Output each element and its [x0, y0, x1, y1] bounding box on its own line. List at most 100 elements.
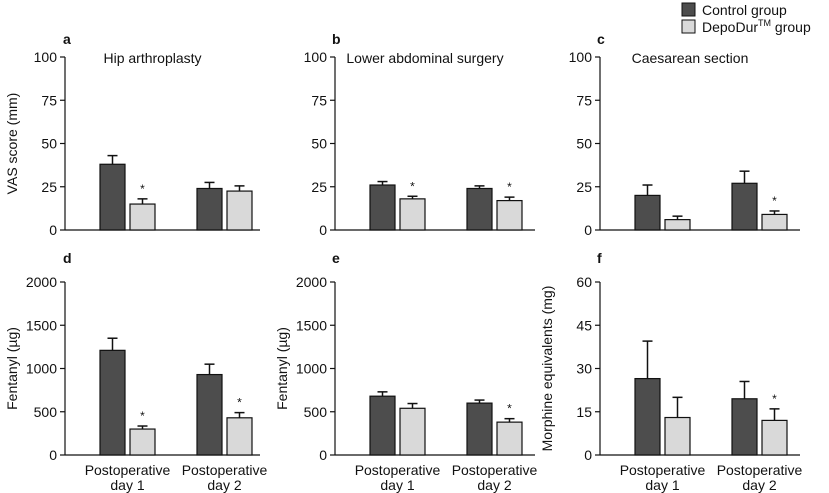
significance-star: *	[507, 402, 512, 416]
panel-letter: f	[597, 250, 602, 266]
x-category-label-line1: Postoperative	[355, 462, 441, 478]
y-axis-label: VAS score (mm)	[4, 93, 20, 195]
y-tick-label: 0	[319, 447, 327, 463]
legend-label-depodur-name: DepoDur	[702, 19, 758, 35]
legend: Control group DepoDurTM group	[681, 2, 811, 35]
y-axis-label: Fentanyl (µg)	[274, 327, 290, 410]
x-category-label-line1: Postoperative	[85, 462, 171, 478]
bar-depodur-1	[129, 203, 156, 231]
significance-star: *	[140, 409, 145, 423]
panel-a: 0 25 50 75 100 a Hip arthroplasty VAS score (mm…	[4, 31, 260, 238]
bar-control-2	[731, 398, 758, 456]
y-tick-label: 0	[319, 222, 327, 238]
panel-title: Lower abdominal surgery	[346, 50, 503, 66]
y-tick-label: 50	[311, 136, 327, 152]
bar-control-2	[196, 373, 223, 456]
bar-control-1	[634, 377, 661, 456]
significance-star: *	[237, 396, 242, 410]
y-tick-label: 75	[41, 92, 57, 108]
y-tick-label: 2000	[296, 274, 327, 290]
bar-control-1	[634, 194, 661, 231]
bar-control-2	[731, 182, 758, 231]
x-category-label-line2: day 2	[742, 477, 776, 493]
y-tick-label: 500	[304, 404, 328, 420]
bar-depodur-1	[129, 428, 156, 456]
y-tick-label: 30	[576, 361, 592, 377]
bar-depodur-2	[496, 199, 523, 231]
y-tick-label: 100	[569, 49, 593, 65]
bar-control-2	[196, 187, 223, 231]
panels: 0 25 50 75 100 a Hip arthroplasty VAS score (mm…	[4, 31, 803, 493]
bar-depodur-2	[226, 417, 253, 456]
x-category-label-line1: Postoperative	[182, 462, 268, 478]
legend-label-control: Control group	[702, 2, 787, 18]
x-category-label-line2: day 1	[645, 477, 679, 493]
bar-control-1	[369, 184, 396, 231]
y-tick-label: 1500	[26, 317, 57, 333]
legend-swatch-control	[681, 2, 696, 17]
y-tick-label: 100	[34, 49, 58, 65]
y-tick-label: 0	[584, 447, 592, 463]
significance-star: *	[410, 179, 415, 193]
legend-label-depodur: DepoDurTM group	[702, 18, 811, 35]
bar-control-2	[466, 402, 493, 456]
legend-label-depodur-superscript: TM	[758, 18, 771, 28]
panel-letter: d	[63, 250, 72, 266]
panel-f: 0 15 30 45 60 f Morphine equivalents (mg) * Post…	[539, 250, 803, 493]
y-tick-label: 0	[584, 222, 592, 238]
legend-swatch-depodur	[681, 19, 696, 34]
bar-depodur-1	[664, 416, 691, 456]
bar-depodur-1	[399, 198, 426, 231]
y-tick-label: 25	[576, 179, 592, 195]
panel-letter: a	[63, 31, 71, 47]
bar-depodur-1	[664, 219, 691, 231]
bar-control-1	[99, 349, 126, 456]
x-category-label-line2: day 2	[477, 477, 511, 493]
y-tick-label: 1500	[296, 317, 327, 333]
y-tick-label: 500	[34, 404, 58, 420]
y-tick-label: 45	[576, 317, 592, 333]
panel-title: Caesarean section	[632, 50, 749, 66]
y-tick-label: 0	[49, 447, 57, 463]
y-tick-label: 50	[576, 136, 592, 152]
bar-depodur-2	[496, 421, 523, 456]
significance-star: *	[772, 392, 777, 406]
y-tick-label: 25	[41, 179, 57, 195]
x-category-label-line2: day 1	[380, 477, 414, 493]
y-tick-label: 100	[304, 49, 328, 65]
bar-depodur-2	[761, 419, 788, 456]
y-axis-label: Fentanyl (µg)	[4, 327, 20, 410]
significance-star: *	[140, 182, 145, 196]
bar-control-1	[369, 395, 396, 456]
panel-e: 0 500 1000 1500 2000 e Fentanyl (µg) * Postopera…	[274, 250, 538, 493]
panel-title: Hip arthroplasty	[103, 50, 201, 66]
y-tick-label: 0	[49, 222, 57, 238]
bar-control-2	[466, 187, 493, 231]
y-tick-label: 2000	[26, 274, 57, 290]
y-tick-label: 50	[41, 136, 57, 152]
y-tick-label: 25	[311, 179, 327, 195]
significance-star: *	[772, 194, 777, 208]
panel-letter: c	[597, 31, 605, 47]
panel-letter: e	[332, 250, 340, 266]
bar-depodur-2	[761, 213, 788, 231]
x-category-label-line1: Postoperative	[452, 462, 538, 478]
x-category-label-line2: day 1	[110, 477, 144, 493]
legend-label-depodur-suffix: group	[771, 19, 811, 35]
y-axis-label: Morphine equivalents (mg)	[539, 286, 555, 452]
x-category-label-line2: day 2	[207, 477, 241, 493]
bar-control-1	[99, 163, 126, 231]
y-tick-label: 60	[576, 274, 592, 290]
panel-letter: b	[332, 31, 341, 47]
y-tick-label: 1000	[26, 361, 57, 377]
panel-d: 0 500 1000 1500 2000 d Fentanyl (µg) * * Postoper…	[4, 250, 268, 493]
y-tick-label: 15	[576, 404, 592, 420]
x-category-label-line1: Postoperative	[620, 462, 706, 478]
bar-depodur-2	[226, 190, 253, 231]
bar-depodur-1	[399, 407, 426, 456]
significance-star: *	[507, 180, 512, 194]
x-category-label-line1: Postoperative	[717, 462, 803, 478]
